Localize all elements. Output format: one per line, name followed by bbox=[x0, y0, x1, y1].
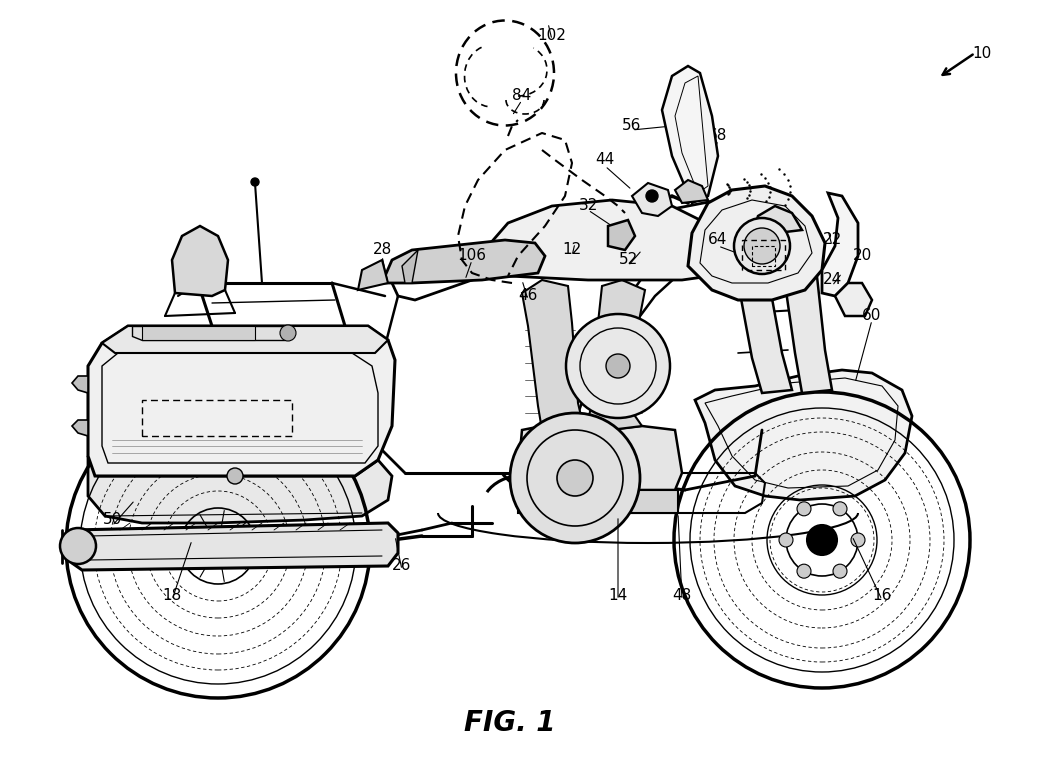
Polygon shape bbox=[142, 326, 255, 340]
Polygon shape bbox=[88, 456, 392, 523]
Text: 16: 16 bbox=[872, 588, 892, 604]
Polygon shape bbox=[675, 180, 708, 203]
Circle shape bbox=[744, 228, 780, 264]
Polygon shape bbox=[662, 66, 718, 203]
Polygon shape bbox=[822, 193, 858, 296]
Circle shape bbox=[251, 178, 259, 186]
Polygon shape bbox=[728, 226, 792, 393]
Text: 84: 84 bbox=[512, 89, 532, 103]
Text: 18: 18 bbox=[163, 588, 181, 604]
Polygon shape bbox=[172, 226, 228, 296]
Polygon shape bbox=[72, 420, 88, 436]
Text: 10: 10 bbox=[973, 45, 991, 61]
Circle shape bbox=[646, 190, 658, 202]
Polygon shape bbox=[518, 490, 678, 513]
Text: 64: 64 bbox=[708, 233, 728, 247]
Circle shape bbox=[510, 413, 640, 543]
Circle shape bbox=[833, 564, 847, 578]
Polygon shape bbox=[695, 370, 912, 500]
Circle shape bbox=[557, 460, 593, 496]
Text: 12: 12 bbox=[562, 243, 582, 258]
Text: 102: 102 bbox=[537, 29, 566, 44]
Circle shape bbox=[779, 533, 793, 547]
Polygon shape bbox=[775, 226, 832, 393]
Circle shape bbox=[60, 528, 96, 564]
Text: 56: 56 bbox=[622, 118, 642, 134]
Polygon shape bbox=[102, 326, 388, 353]
Text: 32: 32 bbox=[579, 198, 597, 213]
Polygon shape bbox=[518, 426, 682, 493]
Circle shape bbox=[833, 502, 847, 516]
Text: 60: 60 bbox=[863, 309, 881, 324]
Text: 52: 52 bbox=[618, 253, 638, 268]
Text: 24: 24 bbox=[822, 272, 842, 288]
Polygon shape bbox=[585, 280, 645, 433]
Polygon shape bbox=[482, 200, 735, 280]
Text: 46: 46 bbox=[518, 289, 538, 303]
Polygon shape bbox=[752, 206, 802, 236]
Circle shape bbox=[807, 525, 837, 555]
Polygon shape bbox=[835, 283, 872, 316]
Circle shape bbox=[280, 325, 296, 341]
Polygon shape bbox=[132, 326, 285, 340]
Polygon shape bbox=[402, 250, 418, 283]
Polygon shape bbox=[632, 183, 672, 216]
Text: 22: 22 bbox=[822, 233, 842, 247]
Circle shape bbox=[734, 218, 790, 274]
Text: 106: 106 bbox=[457, 248, 486, 264]
Text: 20: 20 bbox=[852, 248, 872, 264]
Polygon shape bbox=[72, 376, 88, 393]
Polygon shape bbox=[382, 240, 545, 283]
Text: 44: 44 bbox=[595, 152, 615, 167]
Text: 14: 14 bbox=[609, 588, 627, 604]
Polygon shape bbox=[358, 260, 388, 290]
Polygon shape bbox=[72, 523, 398, 570]
Circle shape bbox=[227, 468, 243, 484]
Polygon shape bbox=[608, 220, 635, 250]
Text: 26: 26 bbox=[392, 559, 412, 573]
Circle shape bbox=[851, 533, 865, 547]
Text: 50: 50 bbox=[103, 513, 121, 527]
Text: 58: 58 bbox=[742, 236, 761, 251]
Text: 28: 28 bbox=[372, 243, 392, 258]
Circle shape bbox=[202, 530, 234, 562]
Circle shape bbox=[606, 354, 630, 378]
Polygon shape bbox=[522, 280, 585, 433]
Circle shape bbox=[566, 314, 670, 418]
Circle shape bbox=[797, 564, 811, 578]
Text: 48: 48 bbox=[672, 588, 692, 604]
Text: FIG. 1: FIG. 1 bbox=[465, 709, 556, 737]
Polygon shape bbox=[688, 186, 825, 300]
Circle shape bbox=[797, 502, 811, 516]
Polygon shape bbox=[88, 326, 395, 476]
Text: 68: 68 bbox=[708, 128, 728, 143]
